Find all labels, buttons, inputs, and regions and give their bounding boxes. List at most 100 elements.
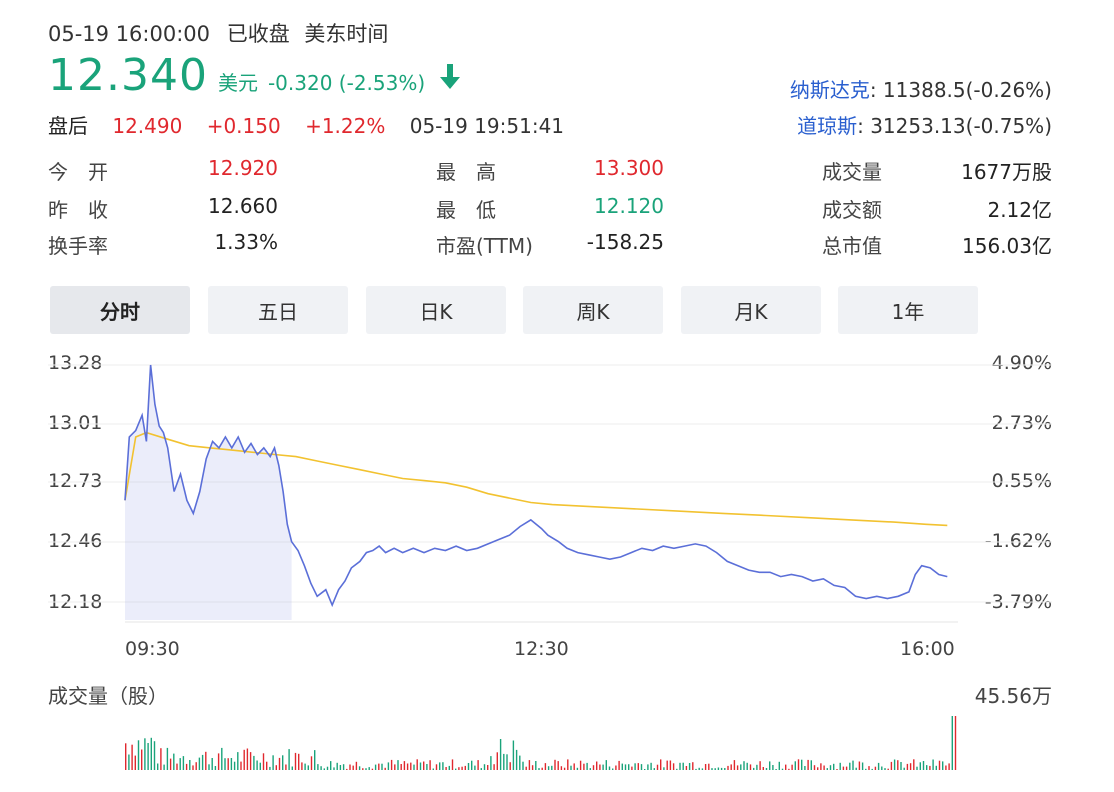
volume-bar	[410, 762, 412, 770]
volume-bar	[237, 752, 239, 770]
volume-bar	[294, 752, 297, 770]
volume-bar	[948, 763, 950, 770]
volume-bar	[185, 763, 188, 770]
volume-bar	[769, 761, 771, 770]
volume-bar	[720, 767, 723, 770]
volume-bar	[160, 748, 162, 770]
y-pct-label: -1.62%	[984, 530, 1052, 552]
volume-bar	[560, 766, 563, 770]
volume-bar	[503, 753, 505, 770]
volume-bar	[330, 761, 332, 770]
volume-bar	[820, 763, 822, 770]
volume-bar	[730, 764, 732, 770]
index-dow[interactable]: 道琼斯: 31253.13(-0.75%)	[797, 110, 1052, 139]
tab-daily-k[interactable]: 日K	[366, 286, 506, 334]
volume-bar	[672, 763, 675, 770]
volume-bar	[804, 766, 806, 770]
volume-bar	[432, 768, 434, 770]
volume-bar	[301, 762, 303, 770]
volume-bar	[214, 766, 217, 770]
volume-bar	[461, 766, 463, 770]
volume-bar	[592, 765, 595, 770]
volume-bar	[336, 762, 338, 770]
volume-bar	[740, 764, 742, 770]
volume-bar	[483, 764, 486, 770]
tab-5day[interactable]: 五日	[208, 286, 348, 334]
tab-1year[interactable]: 1年	[838, 286, 978, 334]
volume-bar	[227, 758, 229, 770]
volume-bar	[656, 764, 659, 770]
volume-bar	[528, 760, 531, 770]
volume-bar	[845, 766, 848, 770]
y-pct-label: 2.73%	[991, 412, 1052, 434]
volume-bar	[406, 763, 409, 770]
volume-bar	[182, 756, 185, 770]
volume-bar	[567, 759, 569, 770]
volume-bar	[935, 765, 937, 770]
volume-bar	[753, 767, 755, 770]
timezone: 美东时间	[304, 22, 389, 46]
volume-bar	[285, 764, 287, 770]
tab-intraday[interactable]: 分时	[50, 286, 190, 334]
volume-bar	[781, 768, 784, 770]
volume-bar	[317, 764, 319, 770]
index-value: : 11388.5(-0.26%)	[869, 78, 1052, 102]
volume-bar	[201, 754, 204, 770]
volume-bar	[708, 763, 710, 770]
volume-bar	[368, 767, 370, 770]
volume-bar	[650, 762, 652, 770]
volume-bar	[298, 753, 300, 770]
volume-bar	[557, 761, 559, 770]
stat-pe-label: 市盈(TTM)	[436, 234, 533, 258]
volume-bar	[346, 768, 348, 770]
volume-bar	[919, 762, 921, 770]
price-area	[125, 365, 292, 620]
volume-bar	[874, 766, 877, 770]
volume-bar	[371, 768, 374, 770]
stat-mcap-label: 总市值	[822, 234, 882, 258]
volume-bar	[355, 761, 358, 770]
volume-bar	[458, 767, 460, 770]
volume-bar	[230, 758, 233, 770]
volume-bar	[839, 762, 841, 770]
volume-bar	[951, 716, 953, 770]
volume-bar	[628, 764, 630, 770]
tab-monthly-k[interactable]: 月K	[681, 286, 821, 334]
volume-bar	[208, 764, 210, 770]
volume-bar	[810, 760, 812, 770]
volume-bar	[733, 760, 736, 770]
stat-volume: 1677万股	[961, 160, 1052, 184]
volume-bar	[698, 767, 700, 770]
volume-bar	[836, 769, 838, 770]
volume-bar	[589, 768, 591, 770]
index-nasdaq[interactable]: 纳斯达克: 11388.5(-0.26%)	[790, 74, 1052, 103]
volume-bar	[166, 747, 169, 770]
volume-bar	[150, 737, 152, 770]
volume-bar	[397, 760, 399, 770]
stat-open-label: 今 开	[48, 160, 108, 184]
y-tick-label: 12.46	[48, 530, 103, 552]
stat-pe: -158.25	[586, 230, 664, 254]
volume-max-label: 45.56万	[974, 684, 1052, 708]
volume-bar	[467, 763, 470, 770]
volume-bar	[647, 764, 649, 770]
tab-weekly-k[interactable]: 周K	[523, 286, 663, 334]
volume-bar	[490, 756, 492, 770]
volume-bar	[349, 764, 351, 770]
after-hours-time: 05-19 19:51:41	[409, 114, 565, 138]
volume-bar	[423, 761, 425, 770]
volume-bar	[615, 765, 617, 770]
volume-bar	[858, 761, 861, 770]
y-pct-label: 0.55%	[991, 470, 1052, 492]
volume-bar	[801, 759, 803, 770]
volume-label: 成交量（股）	[48, 684, 168, 708]
index-name: 道琼斯	[797, 114, 858, 138]
volume-bar	[141, 749, 143, 770]
volume-bar	[381, 763, 383, 770]
volume-bar	[205, 751, 207, 770]
volume-bar	[224, 758, 226, 770]
price-row: 12.340 美元 -0.320 (-2.53%)	[48, 50, 461, 101]
volume-bar	[310, 756, 313, 770]
volume-bar	[400, 764, 402, 770]
